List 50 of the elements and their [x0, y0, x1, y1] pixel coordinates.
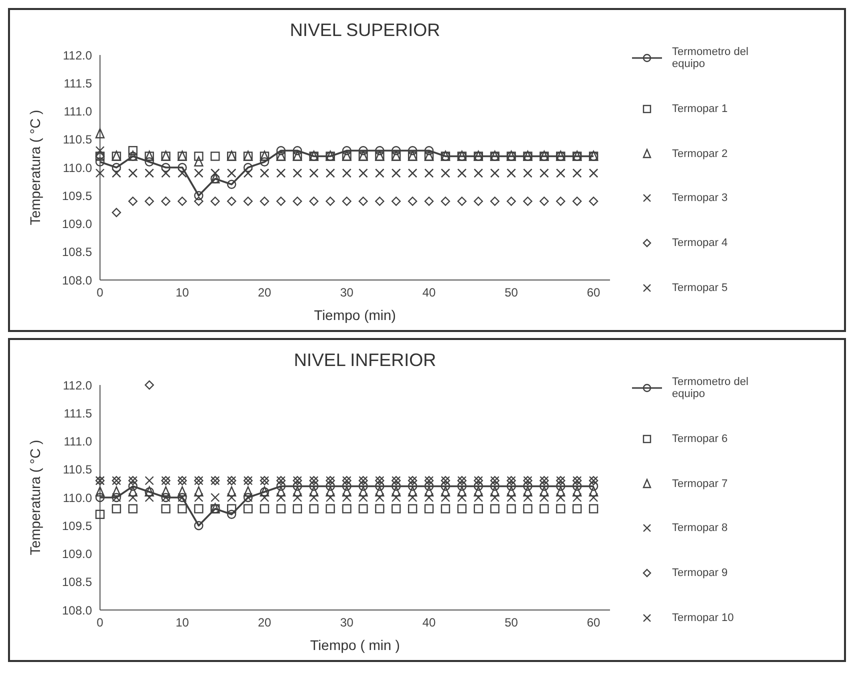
legend-label: Termopar 6	[672, 432, 728, 445]
y-tick-label: 110.0	[62, 490, 92, 505]
x-tick-label: 30	[340, 616, 354, 630]
y-tick-label: 111.0	[64, 434, 92, 449]
x-tick-label: 50	[504, 616, 518, 630]
y-tick-label: 109.5	[62, 518, 92, 533]
x-tick-label: 40	[422, 286, 436, 300]
y-tick-label: 110.5	[62, 132, 92, 147]
y-tick-label: 112.0	[62, 378, 92, 392]
y-tick-label: 111.5	[64, 76, 92, 90]
legend-label: Termometro del equipo	[672, 46, 750, 70]
legend-label: Termopar 1	[672, 102, 728, 115]
y-tick-label: 108.5	[62, 245, 92, 260]
y-tick-label: 111.0	[64, 104, 92, 119]
legend-label: Termopar 7	[672, 478, 728, 490]
x-tick-label: 60	[586, 616, 601, 630]
legend-label: Termopar 9	[672, 566, 728, 579]
x-tick-label: 60	[586, 286, 601, 300]
legend-label: Termopar 3	[672, 192, 728, 204]
chart-title: NIVEL INFERIOR	[292, 350, 438, 371]
legend-label: Termopar 5	[672, 282, 728, 294]
y-tick-label: 109.5	[62, 188, 92, 203]
x-tick-label: 30	[340, 286, 354, 300]
x-axis-title: Tiempo (min)	[314, 307, 396, 323]
x-axis-title: Tiempo ( min )	[310, 637, 400, 653]
legend-label: Termometro del equipo	[672, 376, 750, 400]
x-tick-label: 20	[258, 616, 272, 630]
y-tick-label: 109.0	[62, 547, 92, 562]
y-tick-label: 110.0	[62, 160, 92, 175]
chart-title: NIVEL SUPERIOR	[288, 20, 442, 41]
legend-label: Termopar 10	[672, 612, 734, 624]
x-tick-label: 0	[96, 286, 104, 300]
y-tick-label: 108.5	[62, 575, 92, 590]
legend-label: Termopar 8	[672, 522, 728, 534]
y-tick-label: 108.0	[62, 273, 92, 288]
y-axis-title: Temperatura ( °C )	[26, 110, 43, 226]
legend-label: Termopar 2	[672, 148, 728, 160]
y-tick-label: 108.0	[62, 603, 92, 618]
y-tick-label: 111.5	[64, 406, 92, 420]
x-tick-label: 20	[258, 286, 272, 300]
y-tick-label: 110.5	[62, 462, 92, 477]
y-tick-label: 109.0	[62, 217, 92, 232]
x-tick-label: 50	[504, 286, 518, 300]
x-tick-label: 10	[176, 616, 190, 630]
x-tick-label: 10	[176, 286, 190, 300]
x-tick-label: 0	[96, 616, 104, 630]
x-tick-label: 40	[422, 616, 436, 630]
y-tick-label: 112.0	[62, 48, 92, 62]
y-axis-title: Temperatura ( °C )	[26, 440, 43, 556]
legend-label: Termopar 4	[672, 236, 728, 249]
